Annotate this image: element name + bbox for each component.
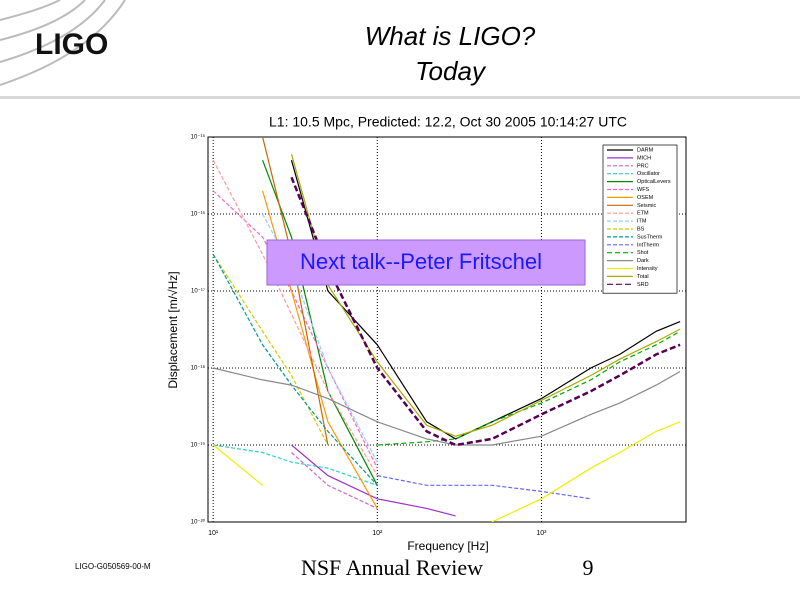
header-rule <box>0 96 800 99</box>
slide-title: What is LIGO? <box>365 21 536 51</box>
legend-label: SusTherm <box>637 234 663 240</box>
series-line <box>213 444 378 486</box>
series-line <box>212 253 329 446</box>
legend-label: ETM <box>637 211 649 217</box>
legend-label: OpticalLevers <box>637 179 671 185</box>
legend-label: Total <box>637 274 649 280</box>
overlay-text: Next talk--Peter Fritschel <box>300 249 542 274</box>
y-tick-label: 10⁻²⁰ <box>191 519 206 526</box>
series-line <box>291 444 456 517</box>
series-line <box>290 176 681 447</box>
legend-label: ITM <box>637 219 647 225</box>
logo-arcs <box>0 0 126 86</box>
series-line <box>212 159 378 476</box>
series-line <box>291 452 378 509</box>
event: NSF Annual Review <box>301 555 483 580</box>
chart-title: L1: 10.5 Mpc, Predicted: 12.2, Oct 30 20… <box>269 114 627 130</box>
legend-label: SRD <box>637 282 649 288</box>
series-line <box>213 367 681 446</box>
legend-label: Shot <box>637 250 649 256</box>
legend-label: OSEM <box>637 195 654 201</box>
y-tick-label: 10⁻¹⁵ <box>191 134 206 141</box>
x-tick-label: 10² <box>372 530 383 537</box>
series-line <box>262 159 378 486</box>
x-tick-label: 10¹ <box>208 530 219 537</box>
page-number: 9 <box>583 555 594 580</box>
legend-label: Oscillator <box>637 171 660 177</box>
series-group <box>212 137 681 522</box>
y-tick-label: 10⁻¹⁹ <box>191 442 206 449</box>
y-tick-label: 10⁻¹⁸ <box>191 365 206 372</box>
x-axis-label: Frequency [Hz] <box>407 539 488 553</box>
series-line <box>212 421 681 522</box>
series-line <box>377 475 591 500</box>
logo: LIGO <box>35 28 108 61</box>
legend-label: WFS <box>637 187 650 193</box>
legend-label: PRC <box>637 163 649 169</box>
legend-label: Seismic <box>637 203 657 209</box>
y-tick-label: 10⁻¹⁶ <box>191 211 206 218</box>
legend-label: BS <box>637 226 645 232</box>
legend-label: Dark <box>637 258 649 264</box>
legend-label: Intensity <box>637 266 658 272</box>
series-line <box>290 160 681 440</box>
legend-label: DARM <box>637 147 654 153</box>
legend-label: IntTherm <box>637 242 659 248</box>
doc-id: LIGO-G050569-00-M <box>75 562 151 571</box>
x-tick-label: 10³ <box>536 530 547 537</box>
y-tick-label: 10⁻¹⁷ <box>191 288 205 295</box>
overlay-box <box>266 239 586 286</box>
legend-label: MICH <box>637 155 651 161</box>
y-axis-label: Displacement [m/√Hz] <box>166 271 180 388</box>
slide-subtitle: Today <box>415 56 487 86</box>
